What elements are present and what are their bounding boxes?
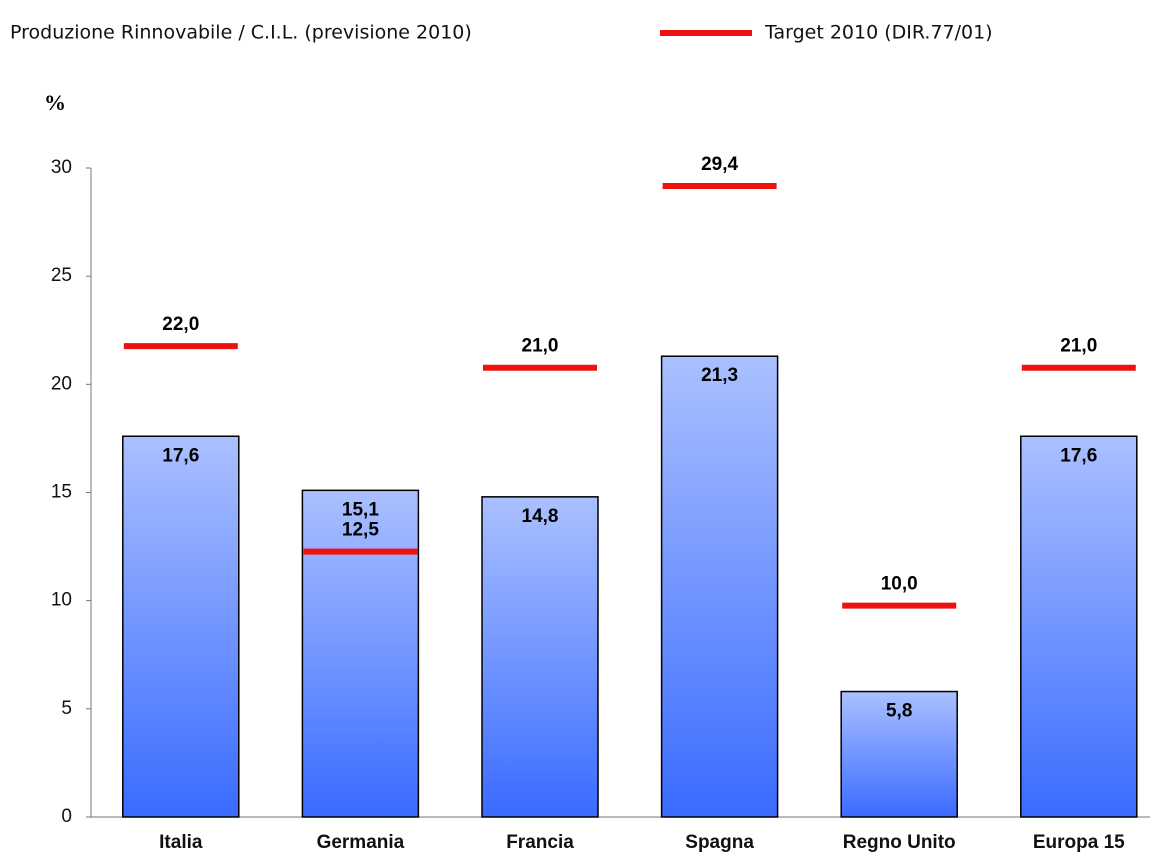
bar-value-label: 17,6 [1060,445,1097,466]
bar [301,489,420,818]
legend-label: Target 2010 (DIR.77/01) [764,22,993,44]
x-tick-label: Spagna [685,832,754,853]
bar-value-label: 15,1 [342,499,379,520]
y-tick-label: 15 [51,482,72,503]
y-axis-label: % [44,90,66,115]
bar [660,355,779,818]
x-tick-label: Regno Unito [843,832,956,853]
x-tick-label: Francia [506,832,574,853]
target-value-label: 21,0 [522,336,559,357]
legend-label: Produzione Rinnovabile / C.I.L. (previsi… [10,22,472,44]
target-value-label: 22,0 [162,314,199,335]
x-tick-label: Italia [159,832,203,853]
x-tick-label: Germania [317,832,405,853]
y-tick-label: 0 [61,806,72,827]
y-tick-label: 25 [51,265,72,286]
target-value-label: 21,0 [1060,336,1097,357]
x-tick-label: Europa 15 [1033,832,1125,853]
bar-value-label: 21,3 [701,365,738,386]
bar [840,690,958,818]
y-tick-label: 10 [51,590,72,611]
target-value-label: 10,0 [881,574,918,595]
bar [481,496,599,818]
target-value-label: 29,4 [701,154,738,175]
y-tick-label: 30 [51,157,72,178]
bar [122,435,240,818]
target-value-label: 12,5 [342,520,379,541]
y-tick-label: 5 [61,698,72,719]
bar [1020,435,1138,818]
bar-value-label: 14,8 [522,506,559,527]
y-tick-label: 20 [51,373,72,394]
bar-value-label: 5,8 [886,701,912,722]
bar-value-label: 17,6 [162,445,199,466]
